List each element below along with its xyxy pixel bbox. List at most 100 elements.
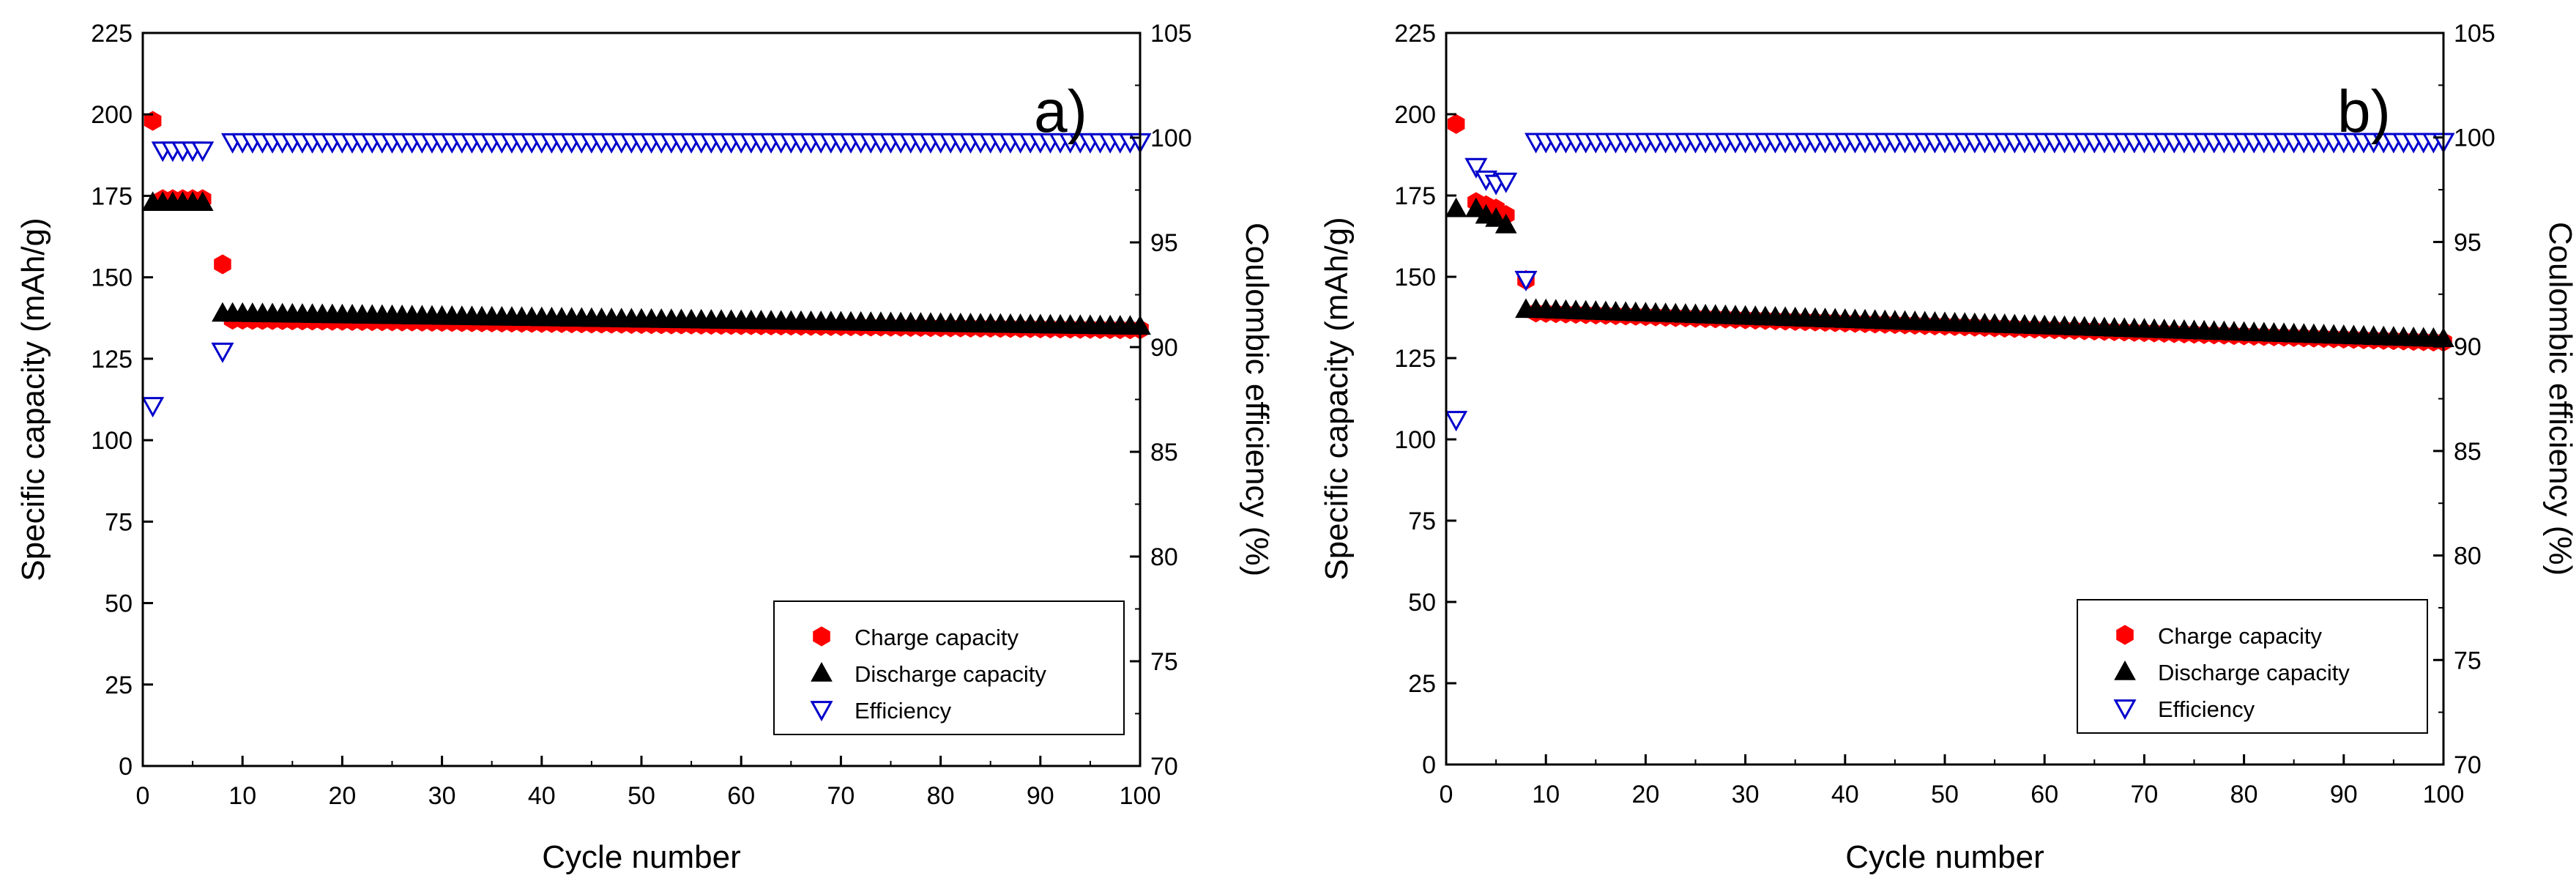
x-tick-label: 50 xyxy=(628,782,655,810)
y-tick-label: 100 xyxy=(1394,426,1436,454)
y2-tick-label: 90 xyxy=(2454,333,2482,361)
x-tick-label: 0 xyxy=(136,782,150,810)
x-tick-label: 30 xyxy=(428,782,456,810)
x-tick-label: 60 xyxy=(727,782,755,810)
data-point xyxy=(1445,411,1468,432)
y-tick-label: 75 xyxy=(1408,507,1436,535)
y2-tick-label: 70 xyxy=(2454,751,2482,779)
y2-tick-label: 100 xyxy=(2454,124,2495,152)
data-point xyxy=(1464,157,1488,179)
x-tick-label: 10 xyxy=(1532,781,1560,808)
y2-tick-label: 80 xyxy=(1150,543,1178,571)
y-tick-label: 225 xyxy=(1394,20,1436,48)
y2-tick-label: 85 xyxy=(2454,438,2482,466)
y2-axis-title: Coulombic efficiency (%) xyxy=(1239,223,1275,576)
y-tick-label: 75 xyxy=(105,508,133,536)
data-point xyxy=(1447,114,1465,134)
x-tick-label: 100 xyxy=(1120,782,1161,810)
chart-panel-1: 0 10 20 30 40 50 60 70 80 90 100 0 25 50 75 100 125 150 17… xyxy=(15,20,1275,875)
data-point xyxy=(1465,197,1487,217)
y-tick-label: 0 xyxy=(119,753,133,781)
legend-label: Charge capacity xyxy=(855,625,1019,650)
legend: Charge capacity Discharge capacity Efficie… xyxy=(2077,599,2428,734)
y-tick-label: 175 xyxy=(91,182,133,210)
data-point xyxy=(1514,270,1538,291)
x-tick-label: 30 xyxy=(1732,781,1760,808)
x-tick-label: 80 xyxy=(927,782,955,810)
data-point xyxy=(191,191,214,212)
y-tick-label: 200 xyxy=(1394,101,1436,129)
y2-tick-label: 85 xyxy=(1150,439,1178,466)
panel-label: a) xyxy=(1034,78,1087,145)
y2-axis-title: Coulombic efficiency (%) xyxy=(2542,222,2576,576)
y2-tick-label: 70 xyxy=(1150,753,1178,781)
legend-marker xyxy=(2114,660,2136,680)
legend-box xyxy=(2077,599,2428,734)
x-tick-label: 80 xyxy=(2230,781,2258,808)
legend-label: Charge capacity xyxy=(2158,623,2323,649)
legend: Charge capacity Discharge capacity Efficie… xyxy=(773,600,1125,735)
x-tick-label: 20 xyxy=(328,782,356,810)
y-tick-label: 50 xyxy=(105,590,133,618)
panel-label: b) xyxy=(2337,78,2391,145)
series-efficiency xyxy=(141,133,1152,418)
y2-tick-label: 100 xyxy=(1150,124,1192,152)
x-tick-label: 70 xyxy=(827,782,855,810)
data-point xyxy=(1445,197,1467,217)
y-tick-label: 25 xyxy=(1408,670,1436,698)
y-tick-label: 100 xyxy=(91,427,133,455)
x-tick-label: 50 xyxy=(1931,781,1959,808)
x-tick-label: 10 xyxy=(228,782,256,810)
y2-tick-label: 80 xyxy=(2454,543,2482,570)
legend-marker xyxy=(811,661,833,682)
y-tick-label: 225 xyxy=(91,20,133,48)
data-point xyxy=(144,111,162,131)
x-axis-title: Cycle number xyxy=(542,839,740,875)
data-point xyxy=(141,397,165,418)
x-tick-label: 90 xyxy=(2330,781,2358,808)
y-axis-title: Specific capacity (mAh/g) xyxy=(15,217,51,581)
series-discharge-capacity xyxy=(1445,197,2454,348)
y2-tick-label: 75 xyxy=(2454,647,2482,674)
x-tick-label: 70 xyxy=(2130,781,2158,808)
y2-tick-label: 105 xyxy=(2454,20,2495,48)
y-tick-label: 175 xyxy=(1394,182,1436,210)
data-point xyxy=(211,342,234,363)
y2-tick-label: 90 xyxy=(1150,334,1178,362)
data-point xyxy=(1494,213,1517,234)
y2-tick-label: 95 xyxy=(2454,228,2482,256)
legend-label: Discharge capacity xyxy=(2158,660,2350,685)
data-point xyxy=(1494,172,1518,193)
data-point xyxy=(191,141,215,163)
legend-marker xyxy=(2116,625,2134,645)
x-axis-title: Cycle number xyxy=(1845,839,2044,875)
x-tick-label: 40 xyxy=(528,782,556,810)
legend-marker xyxy=(813,626,830,647)
y-tick-label: 125 xyxy=(1394,345,1436,373)
y2-tick-label: 95 xyxy=(1150,229,1178,257)
series-efficiency xyxy=(1445,133,2455,432)
y2-tick-label: 105 xyxy=(1150,20,1192,48)
legend-marker xyxy=(2113,699,2137,721)
data-markers xyxy=(1445,114,2455,432)
y2-tick-label: 75 xyxy=(1150,648,1178,676)
legend-label: Discharge capacity xyxy=(855,661,1046,687)
y-tick-label: 150 xyxy=(91,264,133,292)
y-axis-title: Specific capacity (mAh/g) xyxy=(1319,217,1355,580)
y-tick-label: 25 xyxy=(105,672,133,699)
data-point xyxy=(1485,207,1507,227)
y-tick-label: 0 xyxy=(1422,751,1436,779)
legend-label: Efficiency xyxy=(2158,696,2255,722)
x-tick-label: 0 xyxy=(1440,781,1453,808)
x-tick-label: 60 xyxy=(2030,781,2058,808)
series-discharge-capacity xyxy=(141,191,1151,335)
y-tick-label: 50 xyxy=(1408,589,1436,617)
legend-label: Efficiency xyxy=(855,698,952,724)
x-tick-label: 100 xyxy=(2423,781,2465,808)
legend-marker xyxy=(810,701,833,722)
x-tick-label: 40 xyxy=(1831,781,1859,808)
y-tick-label: 150 xyxy=(1394,264,1436,291)
y-tick-label: 125 xyxy=(91,346,133,373)
x-tick-label: 20 xyxy=(1631,781,1659,808)
